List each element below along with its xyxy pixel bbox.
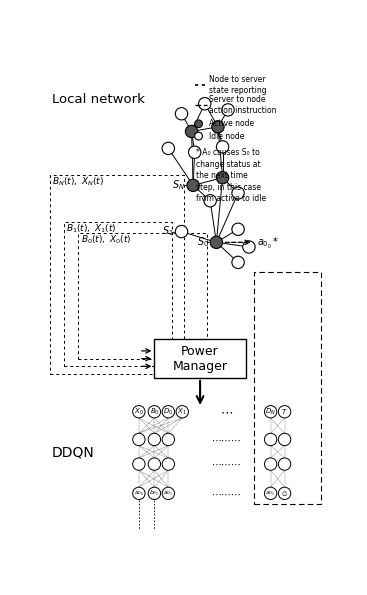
Text: $S_N$: $S_N$	[172, 178, 185, 192]
Circle shape	[162, 406, 175, 418]
Bar	[50, 174, 184, 374]
Circle shape	[210, 236, 222, 249]
Text: $B_0(t),\ X_0(t)$: $B_0(t),\ X_0(t)$	[81, 234, 131, 246]
Text: $X_0$: $X_0$	[134, 406, 144, 417]
Text: $b_{0_1}$: $b_{0_1}$	[149, 488, 160, 498]
Text: $X_1$: $X_1$	[177, 406, 187, 417]
Circle shape	[148, 458, 161, 470]
Text: Power
Manager: Power Manager	[172, 345, 228, 372]
Circle shape	[162, 433, 175, 446]
Circle shape	[133, 433, 145, 446]
Circle shape	[133, 406, 145, 418]
Text: $\cdots\cdots\cdots$: $\cdots\cdots\cdots$	[211, 459, 241, 469]
Text: $B_0$: $B_0$	[149, 406, 159, 417]
Text: DDQN: DDQN	[52, 446, 95, 459]
Text: * A₀ causes S₀ to
change status at
the next time
step, in this case
from active : * A₀ causes S₀ to change status at the n…	[196, 148, 266, 203]
Text: Local network: Local network	[52, 93, 145, 106]
Text: $S_1$: $S_1$	[162, 225, 174, 239]
Circle shape	[195, 132, 203, 140]
Circle shape	[212, 121, 224, 133]
Circle shape	[222, 104, 234, 116]
Text: $D_N$: $D_N$	[265, 406, 276, 417]
Circle shape	[265, 406, 277, 418]
Text: $a_{0_1}$: $a_{0_1}$	[163, 489, 174, 497]
Text: $\cdots$: $\cdots$	[220, 405, 233, 418]
Circle shape	[133, 458, 145, 470]
Circle shape	[232, 187, 244, 199]
Circle shape	[217, 140, 229, 153]
Text: Idle node: Idle node	[210, 131, 245, 140]
Text: Active node: Active node	[210, 119, 255, 129]
Bar	[79, 233, 207, 359]
Circle shape	[279, 433, 291, 446]
Circle shape	[279, 406, 291, 418]
Circle shape	[187, 179, 199, 192]
Circle shape	[279, 487, 291, 500]
Circle shape	[175, 108, 188, 120]
Text: $S_0$: $S_0$	[197, 236, 208, 249]
Circle shape	[279, 458, 291, 470]
Circle shape	[217, 171, 229, 184]
Text: $D_0$: $D_0$	[163, 406, 174, 417]
Circle shape	[162, 487, 175, 500]
Circle shape	[232, 256, 244, 268]
Circle shape	[265, 487, 277, 500]
Circle shape	[185, 126, 198, 137]
Circle shape	[243, 241, 255, 253]
FancyBboxPatch shape	[155, 339, 246, 378]
Circle shape	[148, 433, 161, 446]
Text: $\cdots\cdots\cdots$: $\cdots\cdots\cdots$	[211, 488, 241, 499]
Text: $B_N(t),\ X_N(t)$: $B_N(t),\ X_N(t)$	[52, 176, 104, 188]
Circle shape	[199, 98, 211, 110]
Text: $\cdots\cdots\cdots$: $\cdots\cdots\cdots$	[211, 434, 241, 444]
Circle shape	[265, 433, 277, 446]
Circle shape	[204, 195, 217, 207]
Circle shape	[148, 487, 161, 500]
Circle shape	[189, 146, 201, 158]
Text: $\varnothing$: $\varnothing$	[281, 489, 288, 498]
Bar	[64, 221, 172, 367]
Text: $a_{0_0}$: $a_{0_0}$	[134, 489, 144, 497]
Circle shape	[176, 406, 189, 418]
Text: $B_1(t),\ X_1(t)$: $B_1(t),\ X_1(t)$	[66, 223, 117, 235]
Text: Server to node
action instruction: Server to node action instruction	[210, 95, 277, 115]
Text: Node to server
state reporting: Node to server state reporting	[210, 75, 267, 95]
Circle shape	[232, 223, 244, 236]
Circle shape	[162, 142, 175, 155]
Text: $a_{0_0}*$: $a_{0_0}*$	[257, 236, 279, 251]
Circle shape	[195, 120, 203, 127]
Text: $a_{0_1}$: $a_{0_1}$	[265, 489, 276, 497]
Circle shape	[265, 458, 277, 470]
Circle shape	[133, 487, 145, 500]
Circle shape	[148, 406, 161, 418]
Text: $T$: $T$	[281, 407, 288, 416]
Circle shape	[162, 458, 175, 470]
Bar	[254, 271, 321, 504]
Circle shape	[175, 226, 188, 238]
